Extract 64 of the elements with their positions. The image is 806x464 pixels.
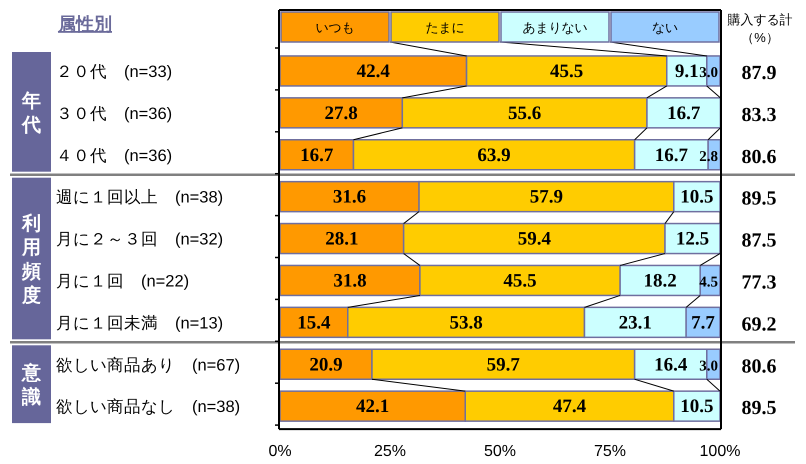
x-tick-label: 100%: [700, 443, 740, 460]
y-tick-label: 欲しい商品なし (n=38): [56, 397, 240, 416]
x-tick-label: 0%: [268, 443, 292, 460]
text: 利用頻度: [21, 212, 41, 306]
y-tick-label: 月に２～３回 (n=32): [56, 230, 224, 249]
data-label: 16.7: [667, 102, 701, 124]
x-tick-label: 75%: [594, 443, 626, 460]
data-label: 3.0: [699, 64, 718, 81]
text: 83.3: [742, 104, 776, 126]
text: 購入する計（%）: [728, 12, 792, 45]
data-label: 42.1: [356, 396, 390, 418]
data-label: 3.0: [699, 358, 718, 374]
data-label: 27.8: [324, 102, 358, 124]
y-tick-label: ２０代 (n=33): [56, 62, 172, 81]
text: 年代: [21, 90, 41, 136]
text: 意識: [21, 362, 42, 408]
data-label: 4.5: [699, 274, 718, 290]
data-label: 63.9: [477, 144, 511, 166]
data-label: 42.4: [356, 60, 390, 82]
data-label: 7.7: [691, 312, 716, 334]
y-tick-label: ４０代 (n=36): [56, 146, 172, 165]
data-label: 23.1: [618, 312, 652, 334]
x-tick-label: 50%: [484, 443, 516, 460]
series-label: いつも: [316, 20, 354, 35]
text: 80.6: [742, 355, 776, 378]
y-axis-title: 属性別: [57, 14, 112, 34]
y-tick-label: 欲しい商品あり (n=67): [56, 355, 240, 374]
data-label: 2.8: [699, 148, 718, 165]
text: ない: [652, 20, 678, 35]
data-label: 10.5: [680, 186, 714, 208]
data-label: 55.6: [508, 102, 542, 124]
data-label: 9.1: [674, 60, 699, 82]
y-tick-label: 月に１回未満 (n=13): [56, 314, 224, 332]
x-tick-label: 25%: [374, 443, 406, 460]
y-tick-label: 週に１回以上 (n=38): [56, 188, 224, 207]
data-label: 18.2: [644, 270, 677, 292]
data-label: 53.8: [449, 312, 483, 334]
y-tick-label: 月に１回 (n=22): [56, 272, 190, 290]
text: あまりない: [522, 20, 588, 35]
data-label: 59.7: [486, 354, 520, 376]
data-label: 31.6: [332, 186, 366, 208]
data-label: 12.5: [676, 228, 710, 250]
text: 87.9: [742, 62, 776, 84]
y-tick-label: ３０代 (n=36): [56, 104, 172, 123]
data-label: 57.9: [530, 186, 564, 208]
data-label: 59.4: [518, 228, 552, 250]
data-label: 45.5: [550, 60, 584, 82]
text: 89.5: [742, 397, 776, 420]
data-label: 16.7: [654, 144, 689, 166]
data-label: 28.1: [325, 228, 358, 250]
text: 69.2: [742, 313, 776, 336]
text: 77.3: [742, 271, 776, 294]
data-label: 16.7: [300, 144, 334, 166]
text: 80.6: [742, 146, 776, 168]
data-label: 15.4: [297, 312, 332, 334]
text: 89.5: [742, 188, 776, 210]
data-label: 10.5: [680, 396, 714, 418]
data-label: 20.9: [309, 354, 343, 376]
data-label: 31.8: [333, 270, 367, 292]
series-label: たまに: [426, 20, 464, 35]
data-label: 47.4: [552, 396, 587, 418]
text: 87.5: [742, 230, 776, 252]
data-label: 16.4: [654, 354, 688, 376]
data-label: 45.5: [503, 270, 537, 292]
